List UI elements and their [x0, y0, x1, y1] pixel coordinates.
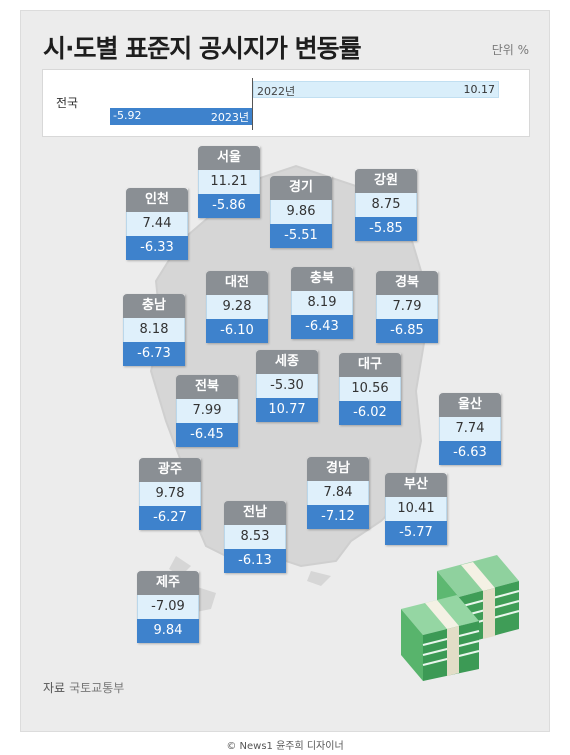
source-name: 국토교통부 [69, 681, 125, 695]
region-value-2022: 8.18 [123, 318, 185, 342]
region-value-2023: 10.77 [256, 398, 318, 422]
region-daegu: 대구 10.56 -6.02 [339, 353, 401, 425]
region-value-2022: 9.28 [206, 295, 268, 319]
region-name: 세종 [256, 350, 318, 374]
region-name: 충북 [291, 267, 353, 291]
region-name: 경북 [376, 271, 438, 295]
national-zero-axis [252, 78, 253, 130]
region-name: 전북 [176, 375, 238, 399]
region-name: 충남 [123, 294, 185, 318]
region-name: 광주 [139, 458, 201, 482]
region-value-2022: 9.86 [270, 200, 332, 224]
region-jeonbuk: 전북 7.99 -6.45 [176, 375, 238, 447]
region-seoul: 서울 11.21 -5.86 [198, 146, 260, 218]
region-value-2023: -6.63 [439, 441, 501, 465]
region-value-2023: -5.85 [355, 217, 417, 241]
region-gangwon: 강원 8.75 -5.85 [355, 169, 417, 241]
region-name: 전남 [224, 501, 286, 525]
national-bar-2022-label: 2022년 [257, 85, 296, 98]
region-name: 경기 [270, 176, 332, 200]
region-value-2022: 7.74 [439, 417, 501, 441]
national-label: 전국 [56, 96, 79, 110]
region-value-2023: -6.33 [126, 236, 188, 260]
region-sejong: 세종 -5.30 10.77 [256, 350, 318, 422]
region-busan: 부산 10.41 -5.77 [385, 473, 447, 545]
region-gwangju: 광주 9.78 -6.27 [139, 458, 201, 530]
region-value-2022: -5.30 [256, 374, 318, 398]
region-name: 제주 [137, 571, 199, 595]
region-gyeongbuk: 경북 7.79 -6.85 [376, 271, 438, 343]
region-name: 울산 [439, 393, 501, 417]
national-summary: 전국 2022년 10.17 -5.92 2023년 [42, 69, 530, 137]
region-value-2023: 9.84 [137, 619, 199, 643]
region-value-2022: 8.75 [355, 193, 417, 217]
credit-line: © News1 윤주희 디자이너 [226, 741, 344, 752]
region-name: 대전 [206, 271, 268, 295]
region-incheon: 인천 7.44 -6.33 [126, 188, 188, 260]
region-ulsan: 울산 7.74 -6.63 [439, 393, 501, 465]
source-note: 자료 국토교통부 [43, 679, 124, 696]
region-value-2023: -6.45 [176, 423, 238, 447]
unit-label: 단위 % [491, 43, 529, 57]
region-gyeonggi: 경기 9.86 -5.51 [270, 176, 332, 248]
region-value-2023: -5.86 [198, 194, 260, 218]
region-name: 경남 [307, 457, 369, 481]
region-value-2022: 7.79 [376, 295, 438, 319]
region-chungnam: 충남 8.18 -6.73 [123, 294, 185, 366]
region-name: 대구 [339, 353, 401, 377]
region-chungbuk: 충북 8.19 -6.43 [291, 267, 353, 339]
region-name: 인천 [126, 188, 188, 212]
region-name: 부산 [385, 473, 447, 497]
region-value-2022: 8.19 [291, 291, 353, 315]
region-value-2022: 7.84 [307, 481, 369, 505]
region-gyeongnam: 경남 7.84 -7.12 [307, 457, 369, 529]
national-bar-2023: -5.92 2023년 [110, 108, 252, 125]
region-daejeon: 대전 9.28 -6.10 [206, 271, 268, 343]
national-bar-2023-value: -5.92 [113, 109, 142, 122]
region-value-2022: -7.09 [137, 595, 199, 619]
infographic-frame: 시·도별 표준지 공시지가 변동률 단위 % 전국 2022년 10.17 -5… [20, 10, 550, 732]
national-bar-2022-value: 10.17 [463, 83, 496, 96]
page-title: 시·도별 표준지 공시지가 변동률 [43, 34, 362, 63]
region-value-2023: -6.43 [291, 315, 353, 339]
region-value-2022: 7.99 [176, 399, 238, 423]
region-value-2023: -5.77 [385, 521, 447, 545]
region-value-2022: 9.78 [139, 482, 201, 506]
region-jeju: 제주 -7.09 9.84 [137, 571, 199, 643]
national-bar-2023-label: 2023년 [210, 111, 249, 124]
region-name: 서울 [198, 146, 260, 170]
region-value-2022: 10.41 [385, 497, 447, 521]
region-value-2022: 11.21 [198, 170, 260, 194]
money-stack-illustration [401, 555, 520, 681]
region-value-2023: -6.85 [376, 319, 438, 343]
national-bar-2022: 2022년 10.17 [253, 81, 499, 98]
region-name: 강원 [355, 169, 417, 193]
region-value-2022: 10.56 [339, 377, 401, 401]
region-value-2022: 7.44 [126, 212, 188, 236]
region-value-2023: -6.02 [339, 401, 401, 425]
region-value-2023: -7.12 [307, 505, 369, 529]
region-value-2023: -6.10 [206, 319, 268, 343]
region-value-2023: -6.27 [139, 506, 201, 530]
region-value-2023: -6.13 [224, 549, 286, 573]
region-value-2022: 8.53 [224, 525, 286, 549]
region-jeonnam: 전남 8.53 -6.13 [224, 501, 286, 573]
source-label: 자료 [43, 681, 66, 695]
region-value-2023: -6.73 [123, 342, 185, 366]
region-value-2023: -5.51 [270, 224, 332, 248]
